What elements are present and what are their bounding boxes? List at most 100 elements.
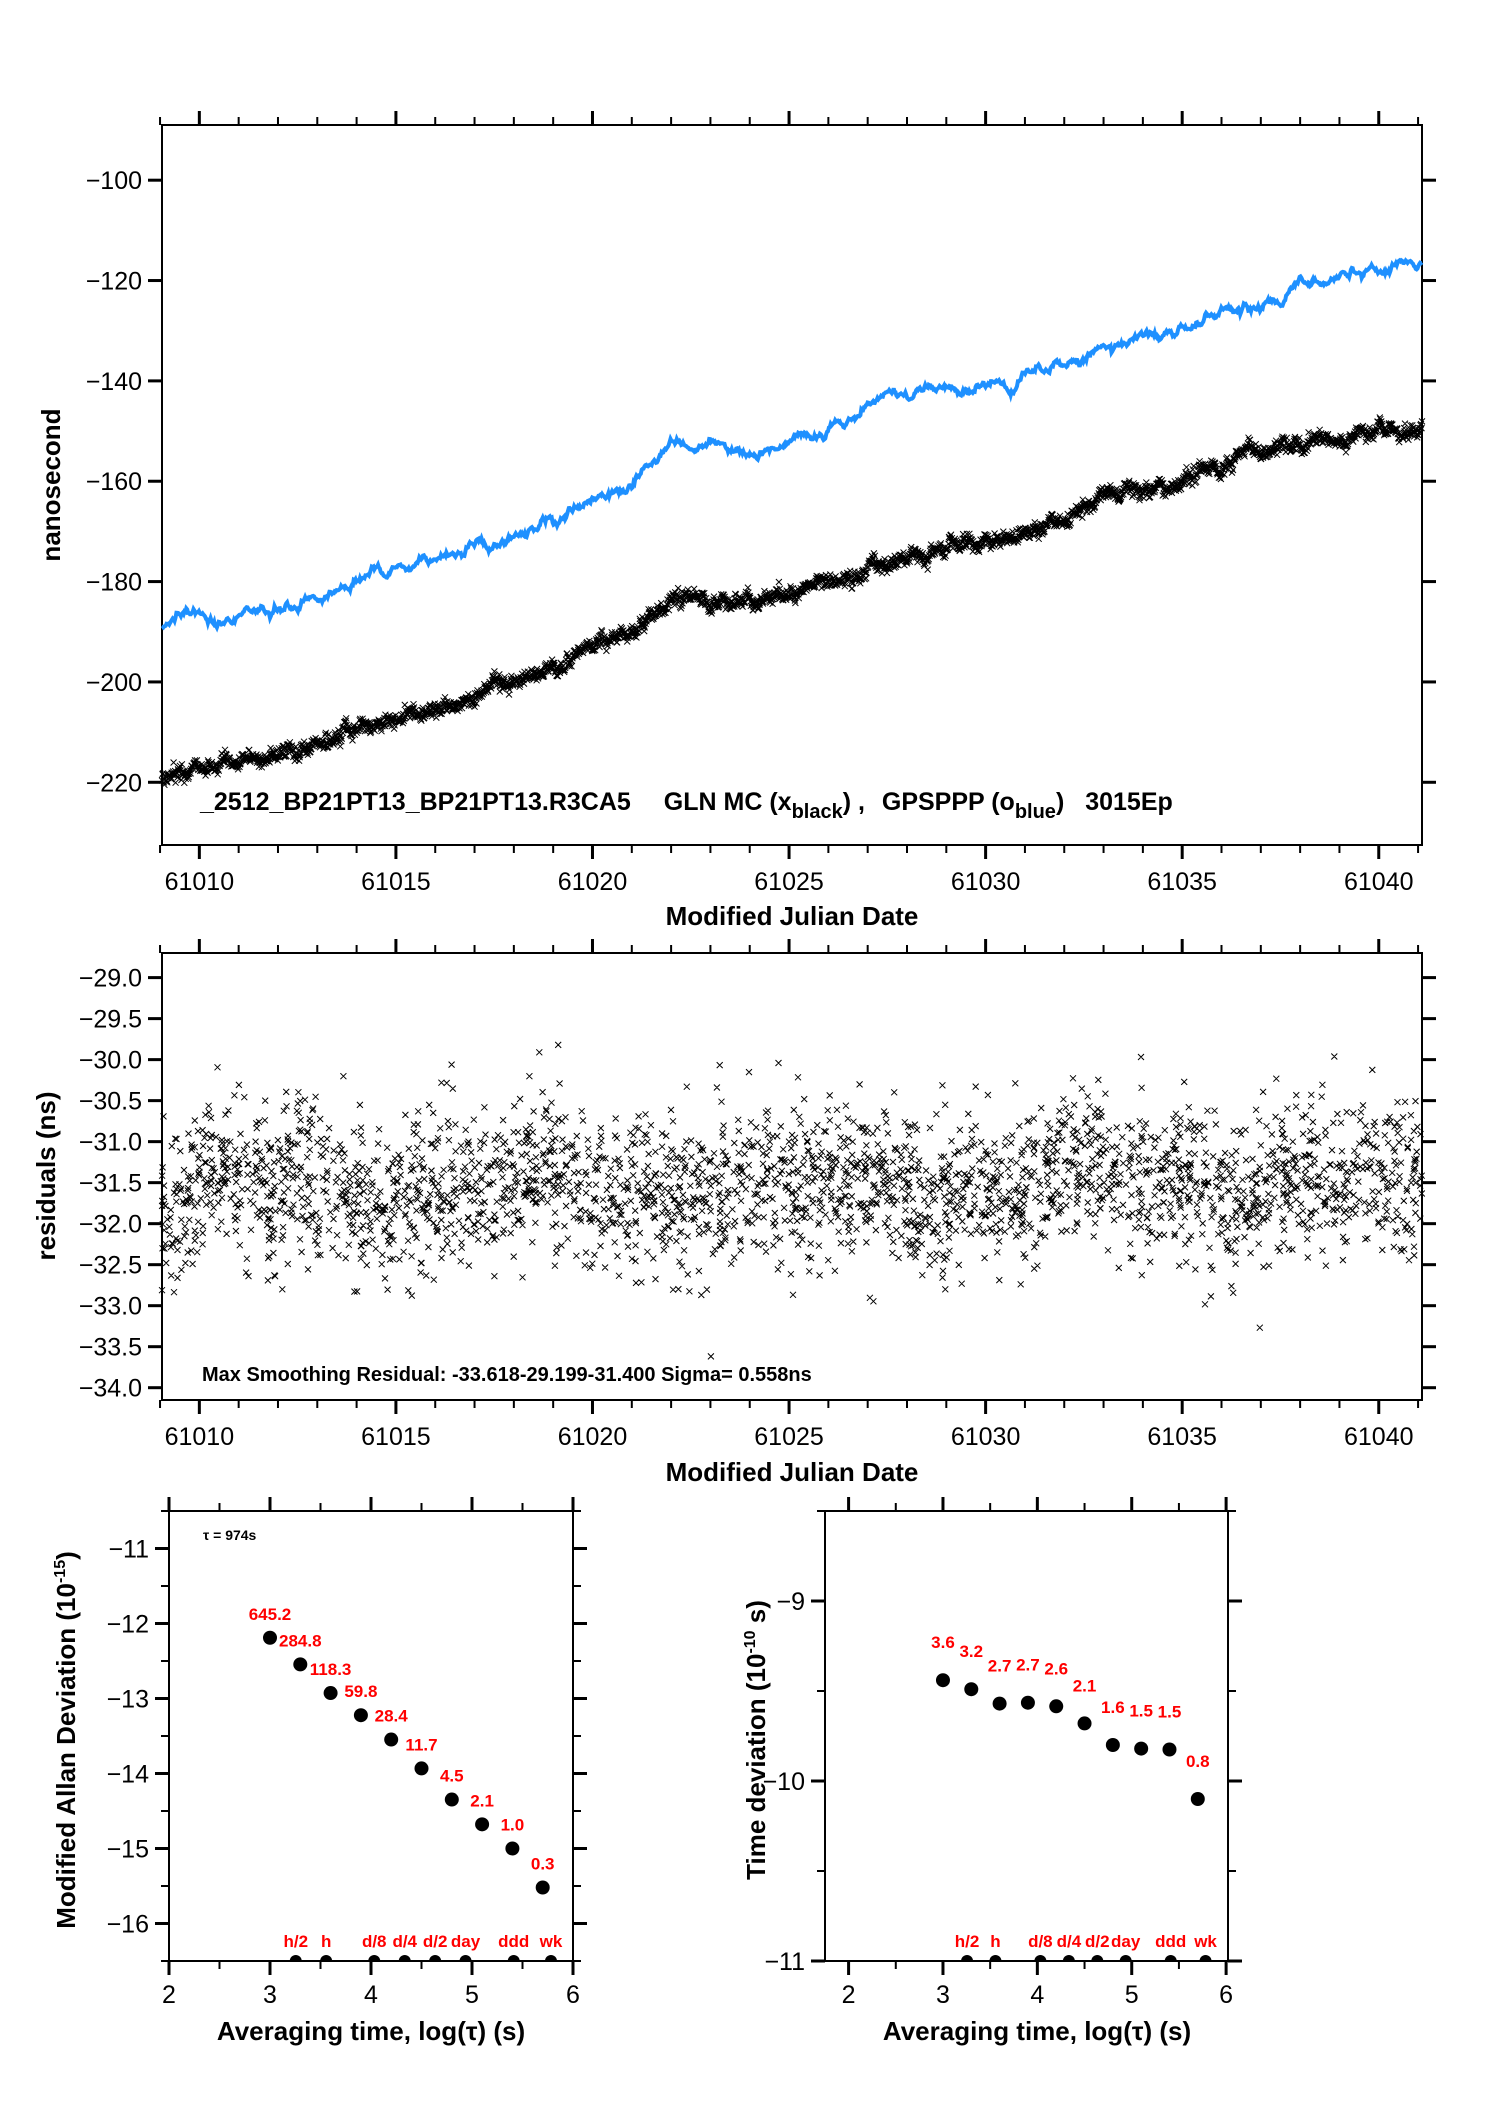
deviation-point-label: 0.8 xyxy=(1186,1752,1210,1771)
deviation-point-label: 0.3 xyxy=(531,1855,555,1874)
x-tick-label: 61015 xyxy=(361,1423,431,1451)
interval-marker-dot xyxy=(989,1955,1002,1961)
x-tick-label: 6 xyxy=(566,1981,580,2009)
deviation-point-label: 3.6 xyxy=(931,1633,955,1652)
y-tick-label: −220 xyxy=(86,769,142,797)
deviation-point xyxy=(992,1696,1007,1711)
x-tick-label: 6 xyxy=(1219,1981,1233,2009)
y-tick-label: −13 xyxy=(107,1686,149,1714)
tdev-panel: 2 3 4 5 6−9−10−11 3.6 3.22.7 2.7 2.62.11.6 1.5 1.… xyxy=(741,1497,1242,2046)
y-tick-label: −9 xyxy=(776,1588,805,1616)
phase-plot-frame xyxy=(161,124,1423,846)
y-tick-label: −11 xyxy=(108,1536,149,1564)
phase-x-axis-title: Modified Julian Date xyxy=(666,901,919,931)
deviation-point xyxy=(1020,1695,1035,1710)
interval-marker-dot xyxy=(544,1955,557,1961)
residuals-panel: 61010 61015 61020 61025 61030 61035 61040 −29.0… xyxy=(31,939,1436,1487)
deviation-point-label: 2.7 xyxy=(988,1657,1012,1676)
deviation-point xyxy=(414,1761,429,1776)
residuals-points xyxy=(158,1041,1426,1360)
interval-marker-label: wk xyxy=(539,1932,563,1951)
residuals-y-axis-title: residuals (ns) xyxy=(31,1091,61,1260)
x-tick-label: 61015 xyxy=(361,868,431,896)
tdev-x-axis-title: Averaging time, log(τ) (s) xyxy=(883,2016,1191,2046)
series-gln-mc-black xyxy=(158,414,1426,789)
mdev-panel: 2 3 4 5 6 −11 −12 −13 −14 −15 −16 645.2 284.8 118.3 5… xyxy=(51,1497,587,2046)
tdev-axis-ticks: 2 3 4 5 6 −9 −10 −11 xyxy=(763,1497,1242,2009)
y-tick-label: −31.0 xyxy=(79,1129,142,1157)
interval-marker-dot xyxy=(1199,1955,1212,1961)
phase-caption: _2512_BP21PT13_BP21PT13.R3CA5 GLN MC (xb… xyxy=(199,788,1173,823)
interval-marker-dot xyxy=(1062,1955,1075,1961)
deviation-point xyxy=(293,1657,308,1672)
deviation-point xyxy=(1077,1716,1092,1731)
residuals-annotation: Max Smoothing Residual: -33.618-29.199-3… xyxy=(202,1364,812,1386)
residual-crosses xyxy=(158,1041,1426,1360)
mdev-plot-frame xyxy=(168,1510,574,1962)
y-tick-label: −11 xyxy=(764,1948,805,1976)
interval-marker-dot xyxy=(398,1955,411,1961)
deviation-point-label: 2.7 xyxy=(1016,1656,1040,1675)
deviation-point-label: 1.6 xyxy=(1101,1698,1125,1717)
interval-marker-label: h/2 xyxy=(283,1932,308,1951)
y-tick-label: −140 xyxy=(86,368,142,396)
residuals-x-axis-title: Modified Julian Date xyxy=(666,1457,919,1487)
y-tick-label: −160 xyxy=(86,468,142,496)
deviation-point xyxy=(1105,1738,1120,1752)
gln-mc-crosses xyxy=(158,414,1426,789)
interval-marker-label: day xyxy=(451,1932,481,1951)
caption-series2: GPSPPP (o xyxy=(882,788,1015,816)
interval-marker-dot xyxy=(507,1955,520,1961)
residuals-axis-ticks: 61010 61015 61020 61025 61030 61035 61040 −29.0… xyxy=(79,939,1436,1451)
deviation-point xyxy=(384,1732,399,1747)
series-gpsppp-blue xyxy=(160,257,1424,633)
y-tick-label: −120 xyxy=(86,268,142,296)
deviation-point-label: 11.7 xyxy=(405,1735,437,1754)
deviation-point xyxy=(1190,1792,1205,1806)
x-tick-label: 61035 xyxy=(1147,1423,1217,1451)
mdev-points: 645.2 284.8 118.3 59.8 28.4 11.74.5 2.1 1.0 0.3 h… xyxy=(249,1605,563,1961)
deviation-point xyxy=(475,1817,490,1832)
tdev-plot-frame xyxy=(824,1510,1229,1962)
deviation-point xyxy=(263,1630,277,1645)
y-tick-label: −34.0 xyxy=(79,1375,142,1403)
interval-marker-dot xyxy=(961,1955,974,1961)
x-tick-label: 61025 xyxy=(754,1423,824,1451)
y-tick-label: −14 xyxy=(107,1761,150,1789)
tdev-y-axis-title: Time deviation (10-10 s) xyxy=(741,1600,771,1880)
deviation-point xyxy=(444,1792,459,1807)
y-tick-label: −12 xyxy=(107,1611,149,1639)
deviation-point-label: 59.8 xyxy=(344,1682,377,1701)
deviation-point xyxy=(323,1686,338,1701)
gpsppp-line xyxy=(160,257,1424,633)
caption-suffix: 3015Ep xyxy=(1085,788,1173,816)
y-tick-label: −200 xyxy=(86,669,142,697)
y-tick-label: −32.5 xyxy=(79,1252,142,1280)
interval-marker-dot xyxy=(1091,1955,1104,1961)
deviation-point xyxy=(1134,1741,1149,1756)
y-tick-label: −29.5 xyxy=(79,1006,142,1034)
interval-marker-label: d/4 xyxy=(392,1932,417,1951)
interval-marker-label: h/2 xyxy=(955,1932,980,1951)
interval-marker-dot xyxy=(368,1955,381,1961)
deviation-point xyxy=(535,1880,550,1895)
deviation-point xyxy=(505,1841,520,1856)
x-tick-label: 4 xyxy=(1030,1981,1044,2009)
deviation-point-label: 2.6 xyxy=(1044,1659,1068,1678)
deviation-point-label: 2.1 xyxy=(1073,1676,1097,1695)
x-tick-label: 3 xyxy=(263,1981,277,2009)
deviation-point xyxy=(1049,1699,1064,1714)
interval-marker-dot xyxy=(429,1955,442,1961)
interval-marker-label: d/2 xyxy=(1085,1932,1110,1951)
phase-axis-ticks: 61010 61015 61020 61025 61030 61035 61040 −100 −… xyxy=(86,111,1436,896)
interval-marker-label: day xyxy=(1111,1932,1141,1951)
caption-series1: GLN MC (x xyxy=(664,788,792,816)
interval-marker-label: d/2 xyxy=(423,1932,448,1951)
interval-marker-label: ddd xyxy=(1155,1932,1186,1951)
deviation-point xyxy=(964,1682,979,1697)
x-tick-label: 3 xyxy=(936,1981,950,2009)
deviation-point-label: 284.8 xyxy=(279,1631,322,1650)
x-tick-label: 61010 xyxy=(165,1423,235,1451)
deviation-point-label: 118.3 xyxy=(310,1660,352,1679)
